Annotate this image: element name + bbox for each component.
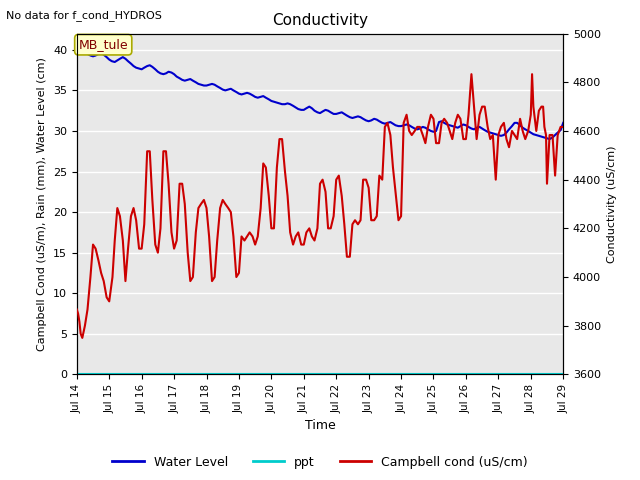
Legend: Water Level, ppt, Campbell cond (uS/cm): Water Level, ppt, Campbell cond (uS/cm): [108, 451, 532, 474]
Text: MB_tule: MB_tule: [79, 38, 128, 51]
Title: Conductivity: Conductivity: [272, 13, 368, 28]
Y-axis label: Conductivity (uS/cm): Conductivity (uS/cm): [607, 145, 617, 263]
Text: No data for f_cond_HYDROS: No data for f_cond_HYDROS: [6, 10, 163, 21]
Y-axis label: Campbell Cond (uS/m), Rain (mm), Water Level (cm): Campbell Cond (uS/m), Rain (mm), Water L…: [37, 57, 47, 351]
X-axis label: Time: Time: [305, 419, 335, 432]
